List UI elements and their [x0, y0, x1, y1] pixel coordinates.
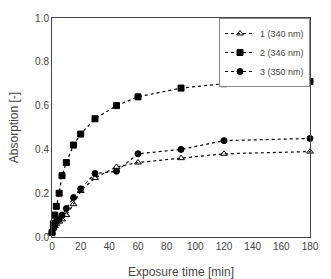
- svg-text:2 (346 nm): 2 (346 nm): [260, 48, 304, 58]
- svg-text:80: 80: [161, 241, 173, 252]
- svg-text:40: 40: [104, 241, 116, 252]
- svg-text:Absorption [-]: Absorption [-]: [7, 92, 21, 163]
- svg-text:0.2: 0.2: [35, 188, 49, 199]
- svg-text:0: 0: [49, 241, 55, 252]
- svg-text:0.8: 0.8: [35, 56, 49, 67]
- svg-text:1 (340 nm): 1 (340 nm): [260, 29, 304, 39]
- svg-text:140: 140: [244, 241, 261, 252]
- svg-text:3 (350 nm): 3 (350 nm): [260, 67, 304, 77]
- svg-text:0.0: 0.0: [35, 232, 49, 243]
- svg-text:0.4: 0.4: [35, 144, 49, 155]
- svg-text:0.6: 0.6: [35, 100, 49, 111]
- svg-text:160: 160: [273, 241, 290, 252]
- svg-text:20: 20: [75, 241, 87, 252]
- svg-text:120: 120: [216, 241, 233, 252]
- svg-text:Exposure time [min]: Exposure time [min]: [128, 265, 234, 279]
- svg-text:1.0: 1.0: [35, 13, 49, 24]
- svg-text:60: 60: [132, 241, 144, 252]
- svg-text:180: 180: [302, 241, 319, 252]
- svg-text:100: 100: [187, 241, 204, 252]
